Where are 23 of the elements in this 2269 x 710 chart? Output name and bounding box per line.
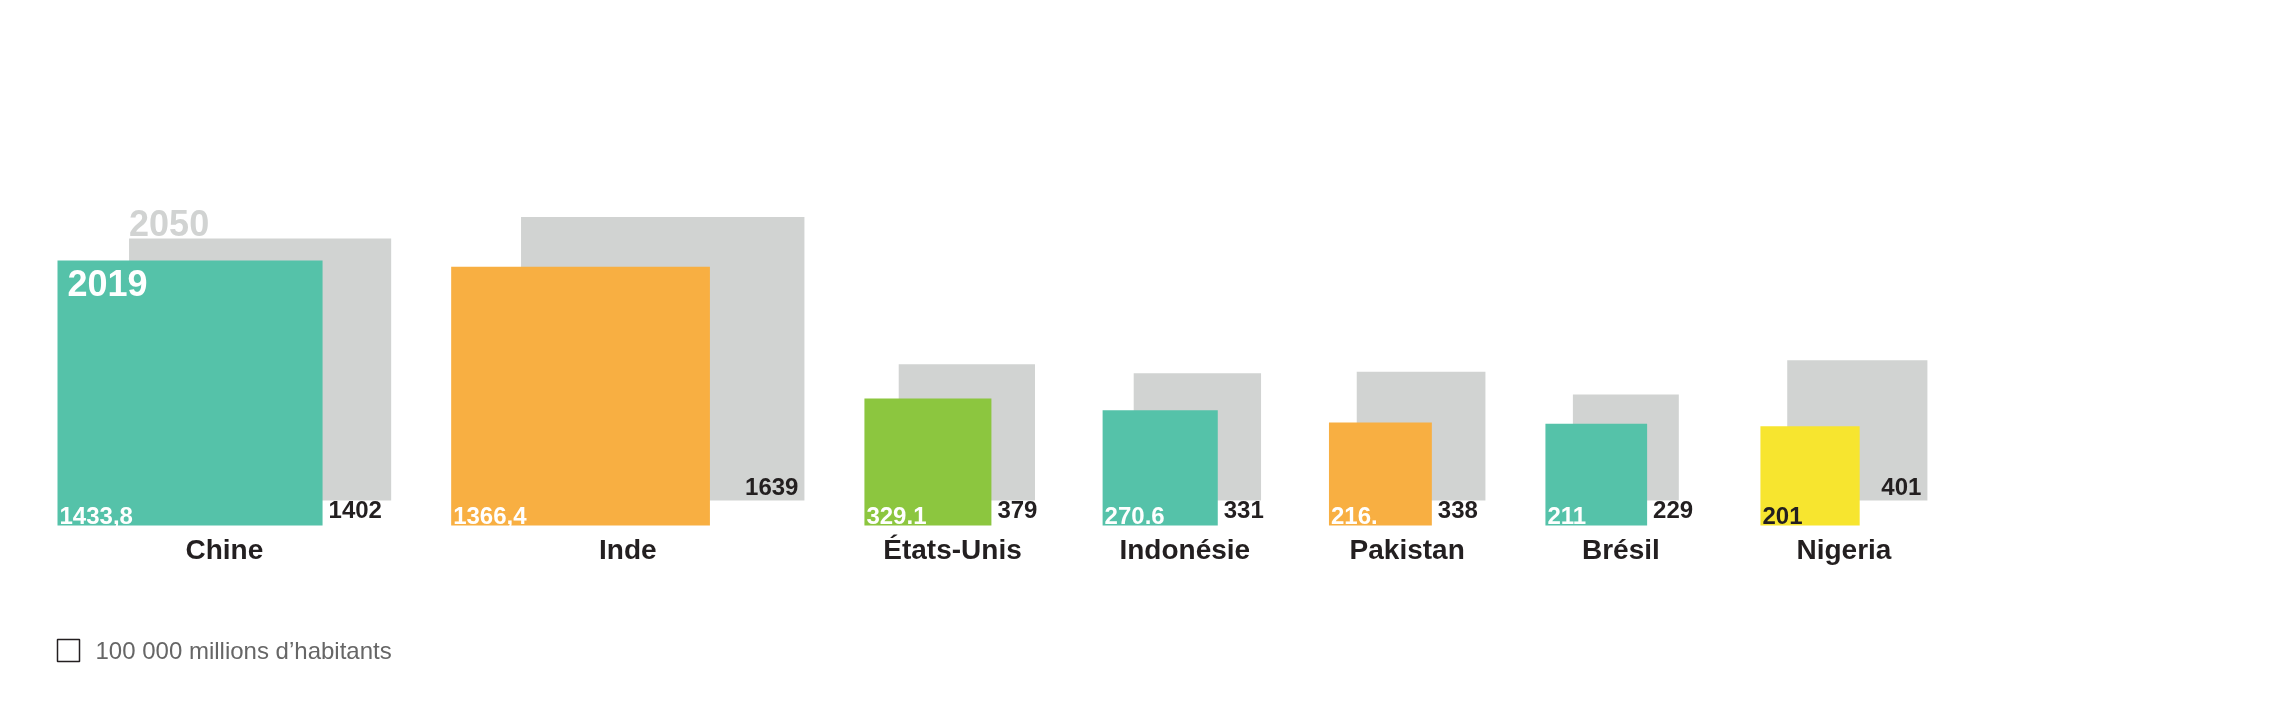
category-label: Brésil (1581, 533, 1660, 565)
series-label: 2019 (67, 263, 148, 305)
data-label: 229 (1653, 495, 1694, 523)
category-label: Pakistan (1349, 533, 1465, 565)
data-label: 216. (1330, 501, 1378, 529)
text: 100 000 millions d’habitants (95, 637, 392, 664)
data-label: 331 (1223, 495, 1264, 523)
data-label: 270.6 (1104, 501, 1165, 529)
data-label: 338 (1437, 495, 1478, 523)
data-label: 401 (1881, 472, 1922, 500)
category-label: Inde (599, 533, 657, 565)
data-label: 1402 (328, 495, 382, 523)
category-label: États-Unis (883, 533, 1022, 565)
category-label: Chine (185, 533, 264, 565)
data-label: 211 (1547, 501, 1587, 529)
category-label: Indonésie (1119, 533, 1251, 565)
data-label: 379 (997, 495, 1038, 523)
data-label: 201 (1762, 501, 1803, 529)
data-label: 329.1 (866, 501, 927, 529)
data-label: 1433,8 (59, 501, 133, 529)
data-label: 1366,4 (453, 501, 528, 529)
data-label: 1639 (745, 472, 799, 500)
category-label: Nigeria (1796, 533, 1892, 565)
